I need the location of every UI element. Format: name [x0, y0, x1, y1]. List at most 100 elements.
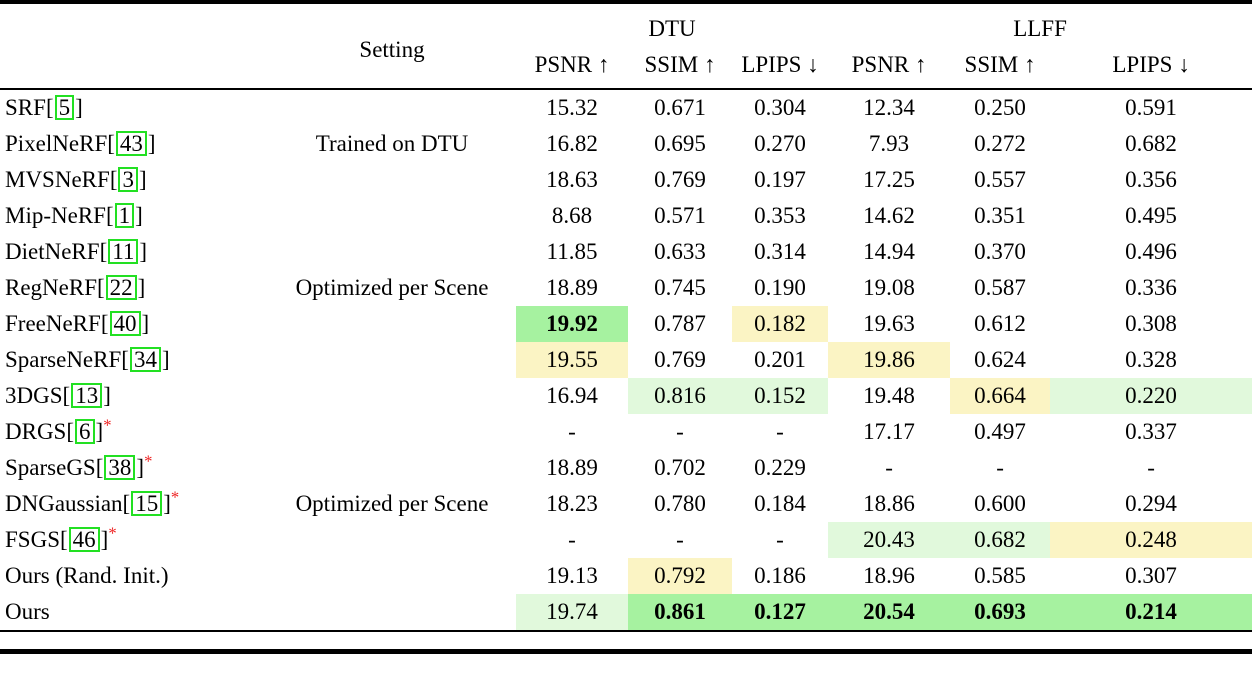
metric-cell: 0.571: [654, 203, 706, 228]
metric-cell: 17.25: [863, 167, 915, 192]
metric-cell: 0.127: [732, 594, 829, 630]
metric-cell: 0.769: [654, 167, 706, 192]
metric-cell: 19.13: [546, 563, 598, 588]
citation-box[interactable]: 1: [114, 203, 135, 229]
metric-cell: 19.74: [516, 594, 628, 630]
metric-cell: 18.23: [546, 491, 598, 516]
metric-cell: 0.370: [974, 239, 1026, 264]
method-label: 3DGS[13]: [5, 383, 111, 409]
metric-cell: 18.63: [546, 167, 598, 192]
metric-cell: 0.695: [654, 131, 706, 156]
table-row: PixelNeRF[43] Trained on DTU 16.82 0.695 0.2…: [0, 126, 1252, 162]
method-label: DietNeRF[11]: [5, 239, 148, 265]
citation-box[interactable]: 5: [54, 95, 75, 121]
citation-box[interactable]: 22: [105, 275, 137, 301]
metric-cell: 0.861: [628, 594, 732, 630]
table-row: SRF[5] 15.32 0.671 0.304 12.34 0.250 0.591: [0, 88, 1252, 126]
bottom-rule-thin: [0, 630, 1252, 632]
metric-cell: 0.201: [754, 347, 806, 372]
group-header-llff: LLFF: [1013, 16, 1067, 41]
metric-cell: 0.190: [754, 275, 806, 300]
setting-label: [268, 88, 516, 126]
metric-cell: 0.769: [654, 347, 706, 372]
metric-cell: 0.307: [1125, 563, 1177, 588]
method-label: Ours (Rand. Init.): [5, 563, 169, 588]
metric-cell: 0.682: [950, 522, 1051, 558]
metric-cell: 15.32: [516, 88, 628, 126]
asterisk-marker: *: [144, 451, 153, 471]
metric-cell: 16.82: [546, 131, 598, 156]
citation-box[interactable]: 11: [108, 239, 139, 265]
metric-cell: 19.63: [863, 311, 915, 336]
setting-label: [268, 234, 516, 270]
metric-cell: 19.48: [863, 383, 915, 408]
table-row: Mip-NeRF[1] 8.68 0.571 0.353 14.62 0.351 0.495: [0, 198, 1252, 234]
metric-cell: -: [776, 527, 784, 552]
setting-label: [268, 342, 516, 378]
metric-cell: 0.186: [754, 563, 806, 588]
asterisk-marker: *: [108, 523, 117, 543]
metric-cell: 18.96: [863, 563, 915, 588]
metric-cell: 14.62: [863, 203, 915, 228]
citation-box[interactable]: 13: [71, 383, 103, 409]
metric-cell: 19.55: [516, 342, 628, 378]
citation-box[interactable]: 34: [129, 347, 161, 373]
asterisk-marker: *: [103, 415, 112, 435]
setting-label: Trained on DTU: [315, 131, 469, 156]
metric-cell: 8.68: [551, 203, 593, 228]
table-header: Setting DTU LLFF PSNR ↑ SSIM ↑ LPIPS ↓ P…: [0, 2, 1252, 90]
metric-cell: 0.702: [654, 455, 706, 480]
metric-cell: 0.353: [754, 203, 806, 228]
metric-cell: 0.745: [654, 275, 706, 300]
table-row: 3DGS[13] 16.94 0.816 0.152 19.48 0.664 0.220: [0, 378, 1252, 414]
metric-cell: 0.184: [754, 491, 806, 516]
metric-cell: 0.336: [1125, 275, 1177, 300]
setting-label: [268, 522, 516, 558]
metric-cell: 19.08: [863, 275, 915, 300]
metric-cell: 0.664: [950, 378, 1051, 414]
metric-cell: 0.557: [974, 167, 1026, 192]
citation-box[interactable]: 6: [75, 419, 95, 445]
setting-label: [268, 162, 516, 198]
citation-box[interactable]: 40: [109, 311, 141, 337]
metric-cell: -: [1147, 455, 1155, 480]
metric-cell: 0.351: [974, 203, 1026, 228]
metric-cell: 18.89: [546, 455, 598, 480]
metric-cell: 0.693: [950, 594, 1051, 630]
asterisk-marker: *: [170, 487, 180, 507]
method-label: SparseGS[38]*: [5, 451, 153, 481]
setting-label: [268, 378, 516, 414]
metric-cell: 0.591: [1050, 88, 1252, 126]
setting-label: Optimized per Scene: [295, 491, 489, 516]
metric-cell: 11.85: [546, 239, 598, 264]
metric-cell: 0.197: [754, 167, 806, 192]
metric-cell: 0.612: [974, 311, 1026, 336]
metric-cell: 0.780: [654, 491, 706, 516]
citation-box[interactable]: 43: [115, 131, 147, 157]
setting-header: Setting: [359, 37, 425, 62]
bottom-rule-thick: [0, 649, 1252, 654]
citation-box[interactable]: 38: [104, 455, 136, 481]
citation-box[interactable]: 15: [131, 491, 163, 517]
metric-cell: 0.304: [732, 88, 829, 126]
metric-cell: 18.86: [863, 491, 915, 516]
setting-label: [268, 306, 516, 342]
metric-cell: 0.314: [754, 239, 806, 264]
metric-cell: 0.356: [1125, 167, 1177, 192]
setting-label: [268, 558, 516, 594]
metric-cell: 0.250: [950, 88, 1051, 126]
setting-label: [268, 594, 516, 630]
metric-cell: -: [568, 527, 576, 552]
metric-cell: 14.94: [863, 239, 915, 264]
metric-cell: 0.272: [974, 131, 1026, 156]
metric-cell: 0.587: [974, 275, 1026, 300]
citation-box[interactable]: 46: [68, 527, 100, 553]
method-label: DRGS[6]*: [5, 415, 112, 445]
metric-cell: 0.624: [974, 347, 1026, 372]
citation-box[interactable]: 3: [118, 167, 138, 193]
metric-cell: 0.337: [1125, 419, 1177, 444]
method-label: PixelNeRF[43]: [5, 131, 156, 157]
metric-cell: 19.92: [516, 306, 628, 342]
setting-label: [268, 450, 516, 486]
metric-cell: 0.600: [974, 491, 1026, 516]
